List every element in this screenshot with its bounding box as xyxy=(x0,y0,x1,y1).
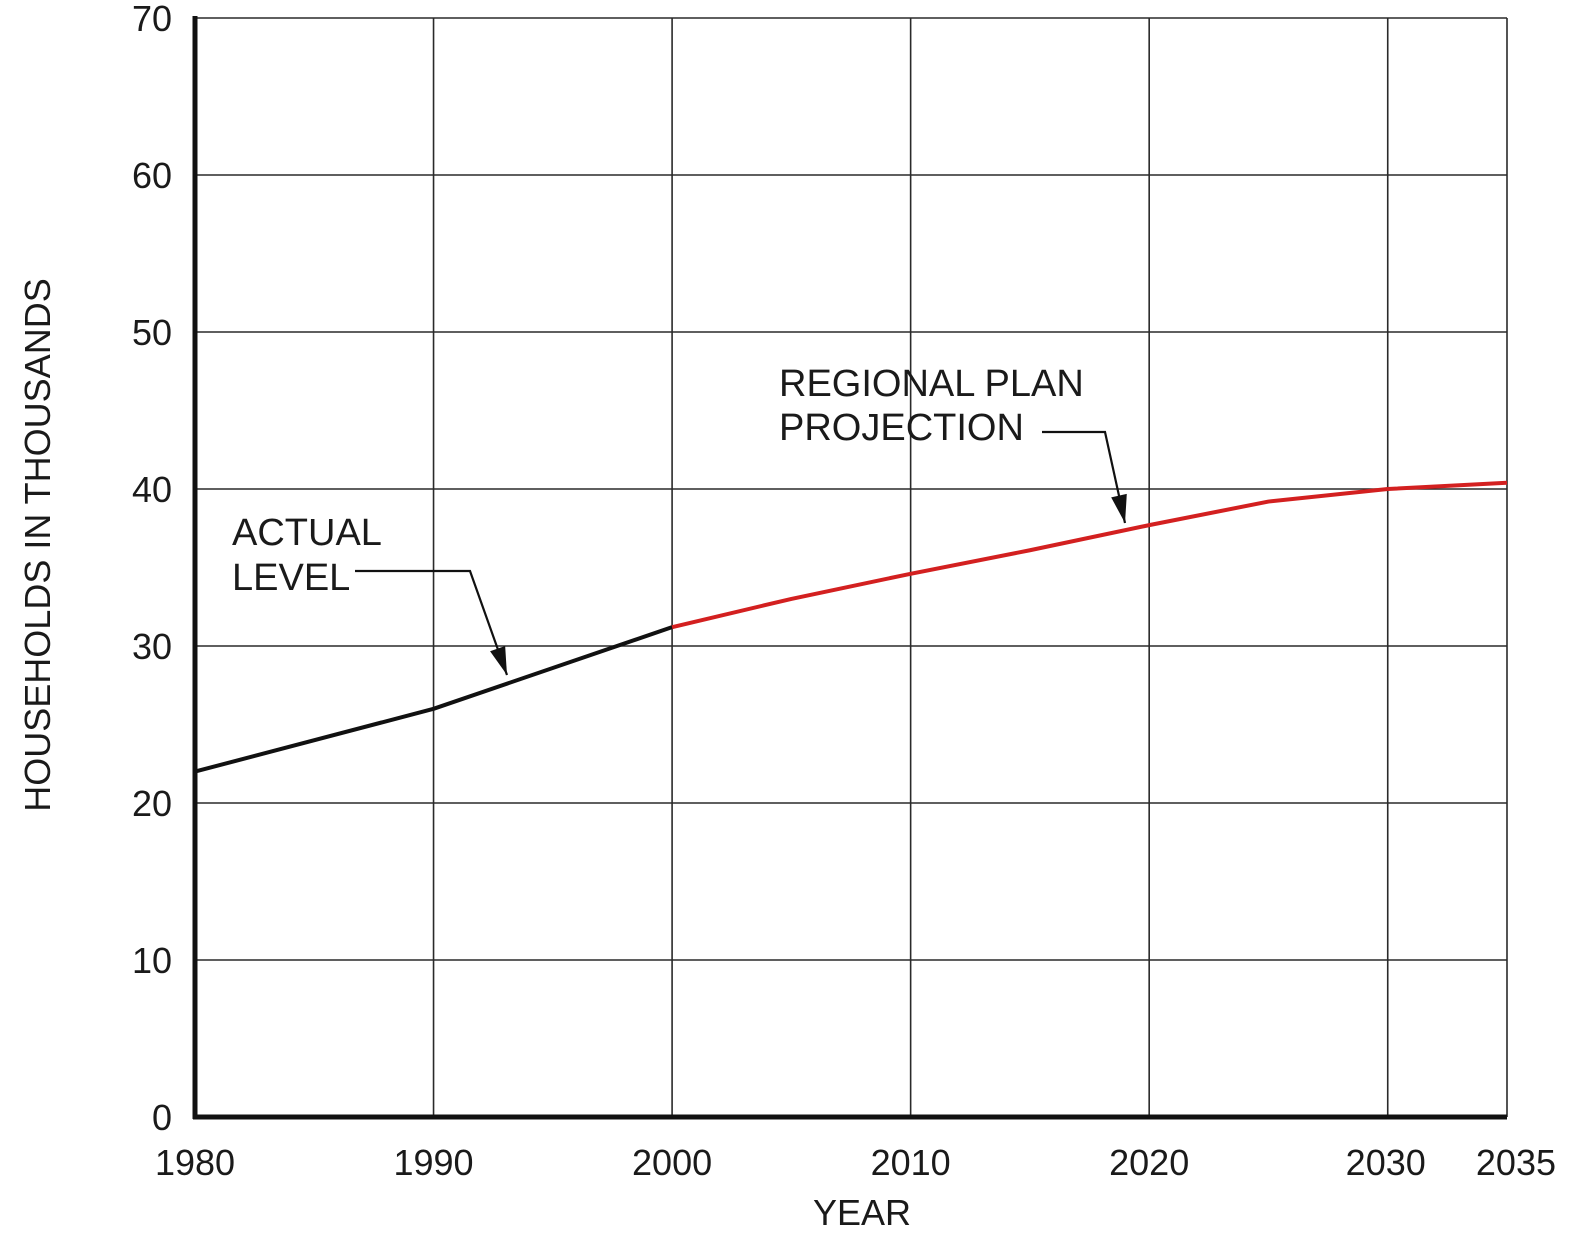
y-tick-label-70: 70 xyxy=(132,0,172,39)
actual-level-line xyxy=(194,625,673,774)
annotation-actual-level-line-2: LEVEL xyxy=(232,557,350,599)
x-tick-label-2010: 2010 xyxy=(871,1142,951,1183)
y-tick-label-10: 10 xyxy=(132,940,172,981)
x-tick-label-1990: 1990 xyxy=(393,1142,473,1183)
annotation-actual-level-line-1: ACTUAL xyxy=(232,512,382,554)
y-tick-label-40: 40 xyxy=(132,469,172,510)
axes xyxy=(192,16,1507,1120)
x-tick-label-2000: 2000 xyxy=(632,1142,712,1183)
regional-plan-projection-line xyxy=(671,480,1508,630)
series-layer xyxy=(194,480,1508,774)
x-tick-label-2030: 2030 xyxy=(1346,1142,1426,1183)
x-tick-label-1980: 1980 xyxy=(155,1142,235,1183)
y-axis-title: HOUSEHOLDS IN THOUSANDS xyxy=(17,278,58,811)
annotation-actual-level-leader xyxy=(355,569,509,676)
grid xyxy=(195,17,1508,1117)
annotation-regional-plan-projection-arrowhead xyxy=(1111,493,1127,523)
annotation-actual-level-arrowhead xyxy=(490,645,507,675)
annotation-regional-plan-projection-leader xyxy=(1042,430,1127,524)
y-tick-label-30: 30 xyxy=(132,626,172,667)
x-tick-label-2020: 2020 xyxy=(1109,1142,1189,1183)
annotation-regional-plan-projection-line-2: PROJECTION xyxy=(779,407,1024,449)
y-tick-label-0: 0 xyxy=(152,1097,172,1138)
y-tick-label-20: 20 xyxy=(132,783,172,824)
x-tick-label-2035: 2035 xyxy=(1476,1142,1556,1183)
x-axis-title: YEAR xyxy=(813,1192,911,1233)
annotation-regional-plan-projection-line-1: REGIONAL PLAN xyxy=(779,363,1084,405)
y-tick-label-60: 60 xyxy=(132,155,172,196)
y-tick-label-50: 50 xyxy=(132,312,172,353)
